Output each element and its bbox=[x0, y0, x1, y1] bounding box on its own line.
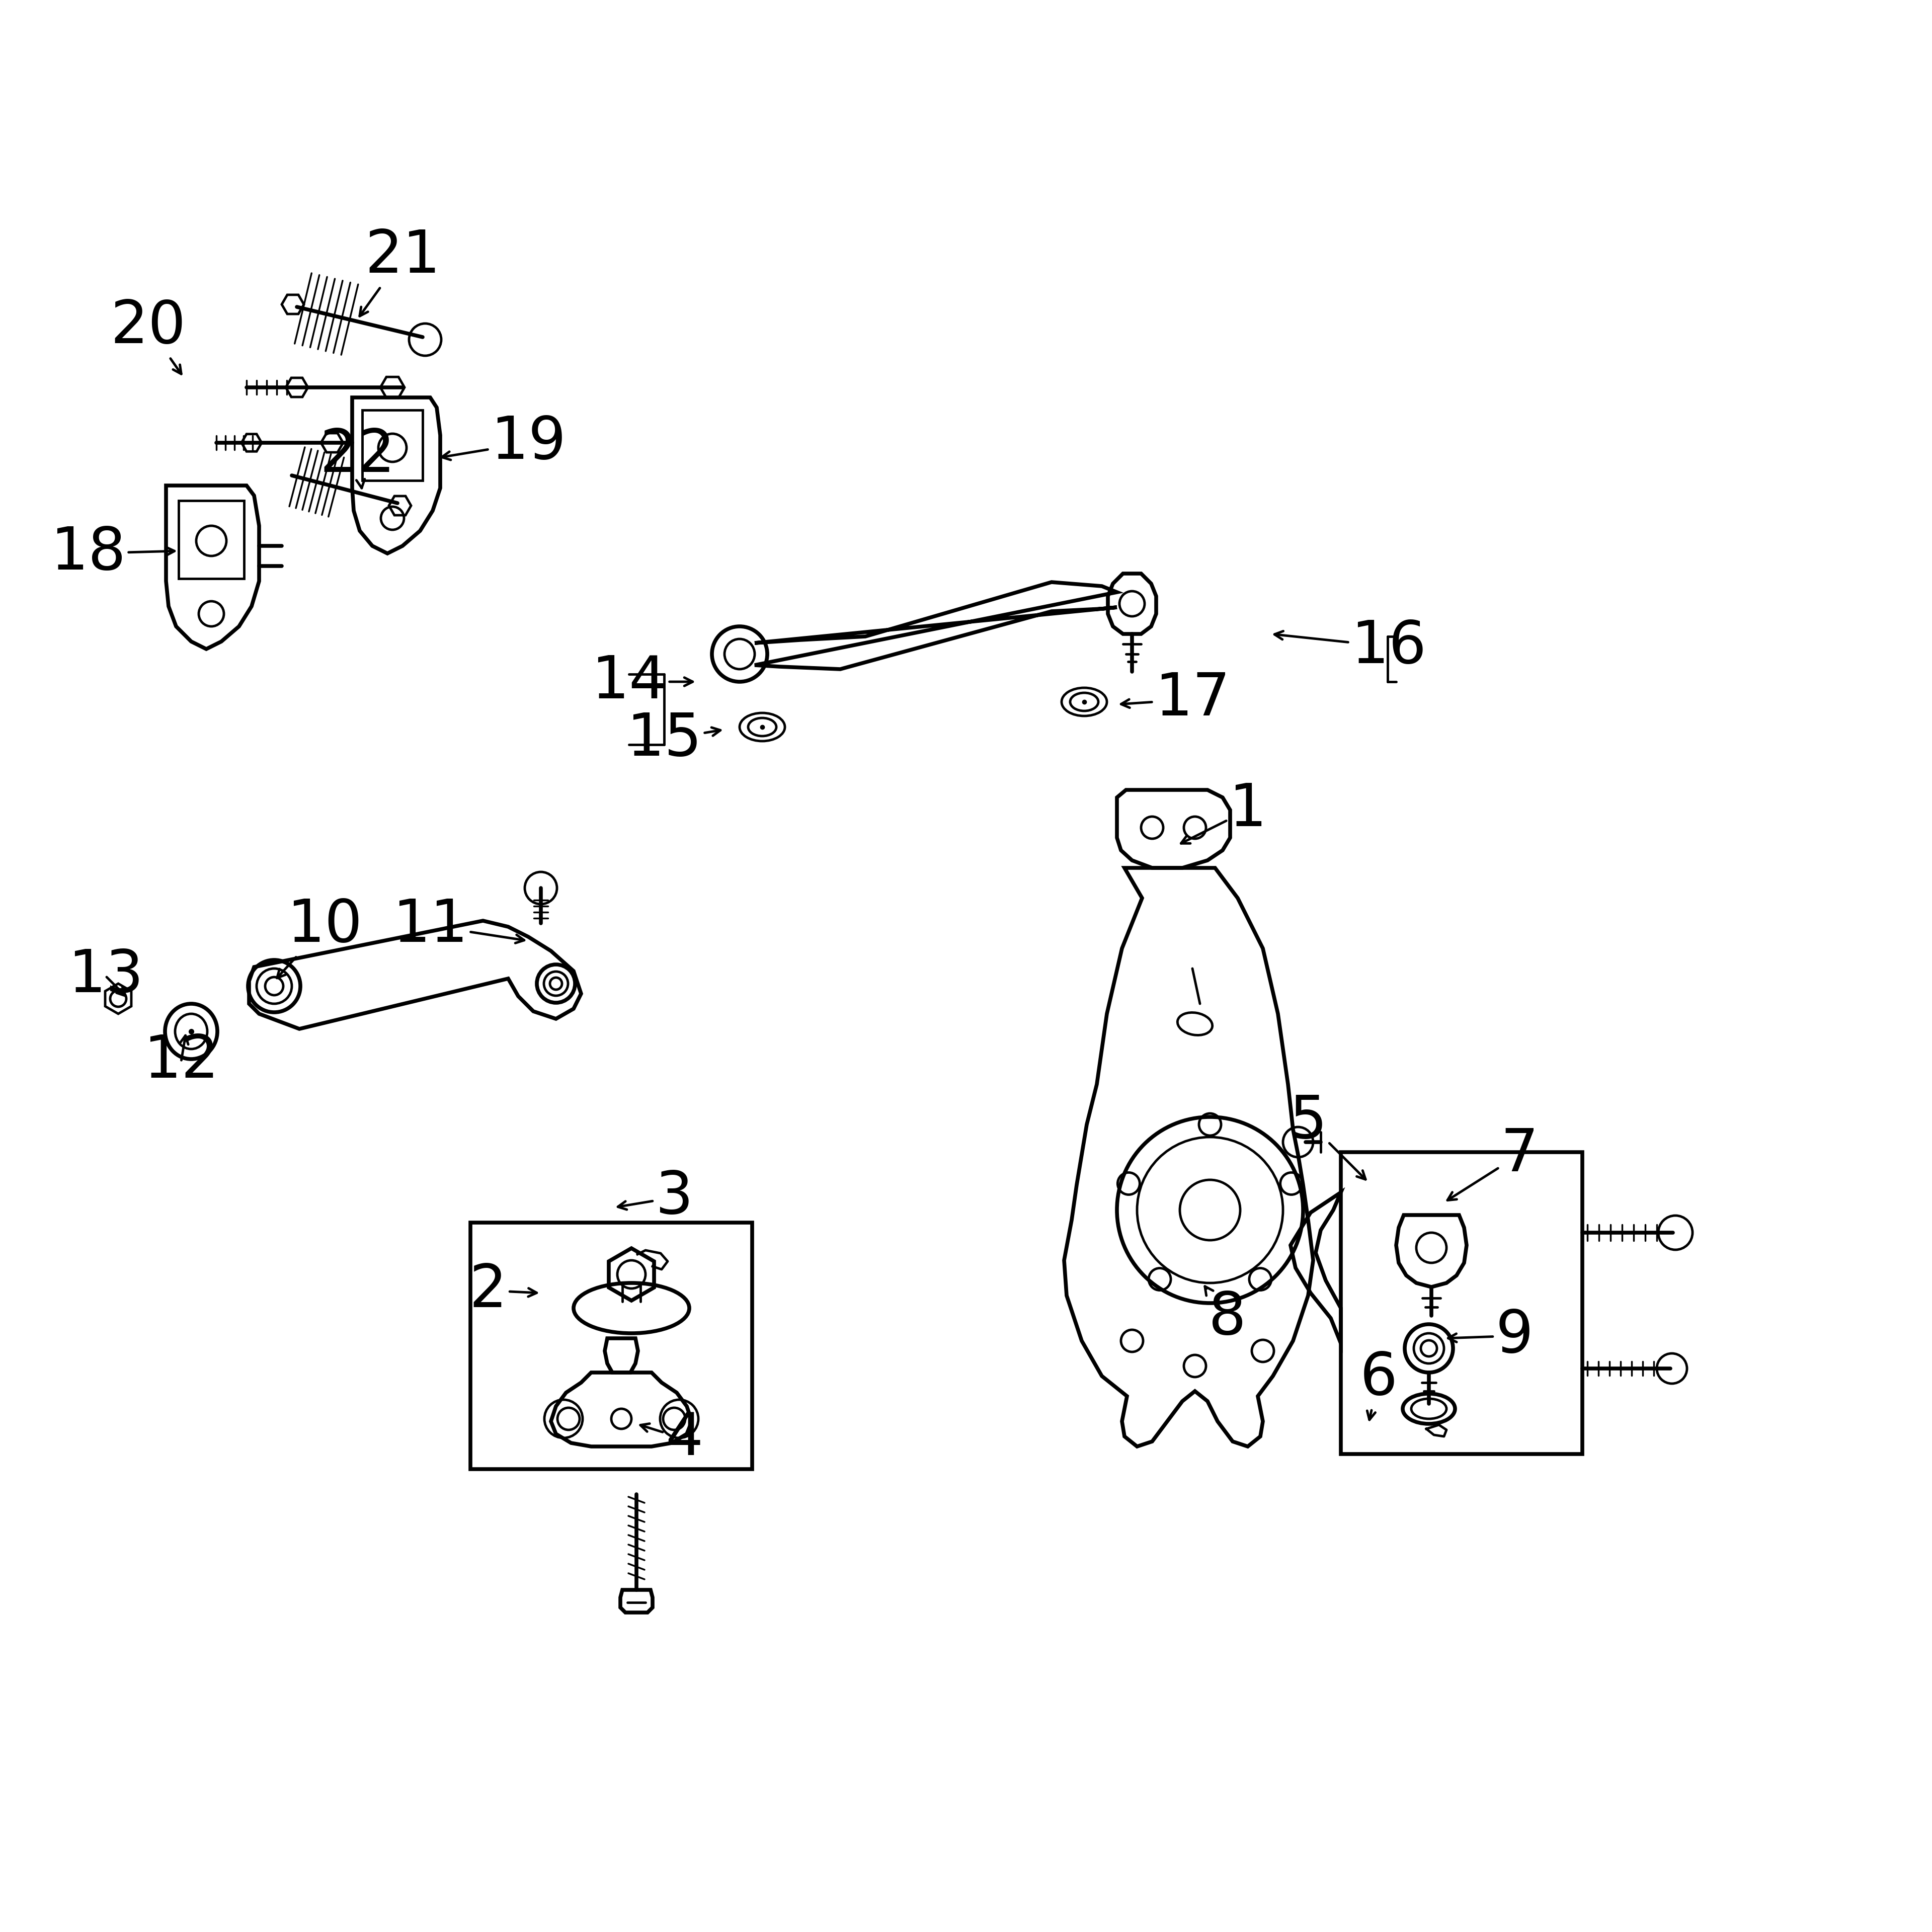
Text: 6: 6 bbox=[1360, 1350, 1397, 1420]
Text: 7: 7 bbox=[1447, 1126, 1538, 1200]
Text: 4: 4 bbox=[639, 1410, 703, 1468]
Text: 22: 22 bbox=[319, 427, 394, 489]
Text: 13: 13 bbox=[68, 947, 143, 1005]
Text: 21: 21 bbox=[359, 228, 440, 317]
Text: 14: 14 bbox=[591, 653, 694, 711]
Text: 1: 1 bbox=[1180, 781, 1267, 844]
Text: 18: 18 bbox=[50, 524, 174, 582]
Text: 20: 20 bbox=[110, 298, 185, 375]
Text: 8: 8 bbox=[1206, 1287, 1246, 1347]
Bar bbox=[178, 500, 243, 578]
Bar bbox=[1341, 1151, 1582, 1455]
Text: 17: 17 bbox=[1121, 670, 1231, 728]
Text: 10: 10 bbox=[276, 896, 363, 978]
Text: 19: 19 bbox=[442, 413, 566, 471]
Bar bbox=[469, 1223, 752, 1468]
Text: 11: 11 bbox=[392, 896, 524, 954]
Text: 9: 9 bbox=[1449, 1306, 1534, 1364]
Text: 12: 12 bbox=[143, 1034, 218, 1090]
Text: 15: 15 bbox=[626, 711, 721, 769]
Text: 3: 3 bbox=[618, 1169, 694, 1227]
Text: 5: 5 bbox=[1289, 1094, 1366, 1179]
Text: 2: 2 bbox=[469, 1262, 537, 1320]
Bar bbox=[363, 410, 423, 481]
Text: 16: 16 bbox=[1275, 618, 1426, 676]
